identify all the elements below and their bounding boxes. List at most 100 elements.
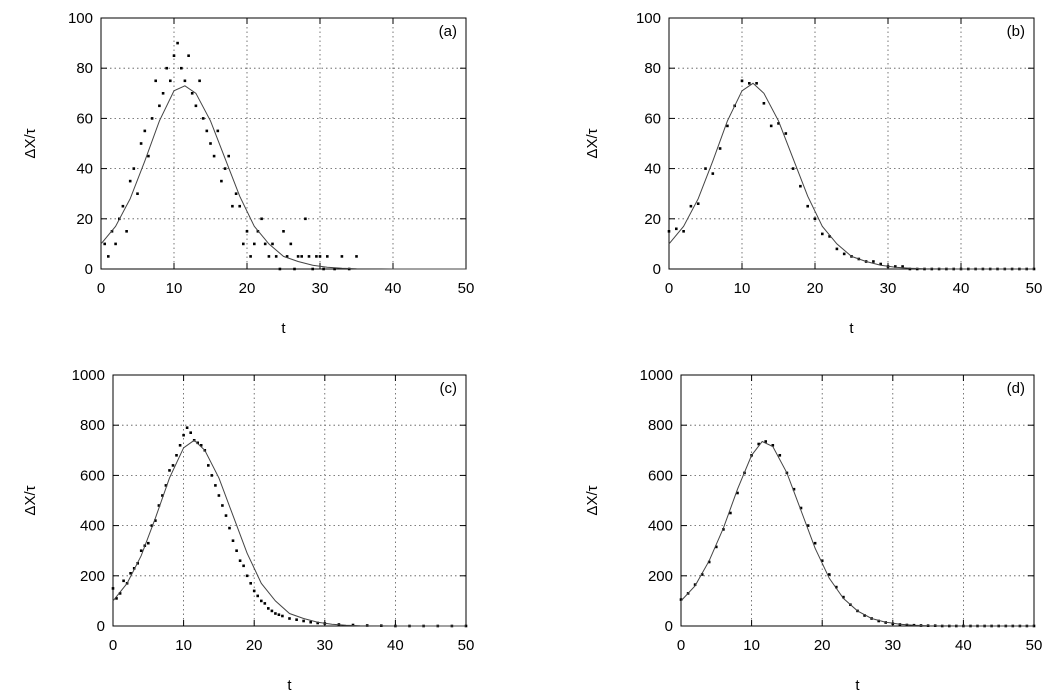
- data-point: [696, 202, 700, 205]
- data-point: [212, 154, 216, 158]
- data-point: [267, 607, 270, 610]
- panel-label: (a): [439, 23, 457, 40]
- data-point: [863, 614, 866, 617]
- panel-2: 0 10 20 30 40 50 0 200 400 600 800 1000 t ΔX/τ (c): [22, 367, 474, 694]
- data-point: [216, 129, 220, 133]
- data-point: [755, 82, 758, 85]
- data-point: [693, 583, 697, 586]
- data-point: [748, 82, 751, 85]
- data-point: [736, 491, 739, 495]
- data-point: [901, 265, 904, 268]
- data-point: [757, 442, 760, 446]
- data-point: [267, 255, 271, 258]
- data-point: [256, 594, 259, 598]
- data-point: [139, 142, 143, 145]
- data-point: [270, 609, 274, 613]
- data-point: [147, 541, 150, 545]
- x-axis-label: t: [849, 320, 854, 337]
- data-point: [190, 92, 194, 95]
- data-point: [675, 227, 678, 231]
- y-tick-label: 40: [76, 161, 93, 178]
- data-point: [908, 267, 912, 271]
- data-point: [355, 255, 358, 258]
- data-point: [150, 117, 154, 120]
- y-tick-label: 200: [648, 568, 673, 585]
- data-point: [300, 255, 303, 258]
- data-point: [722, 528, 725, 531]
- data-point: [185, 426, 189, 429]
- data-point: [161, 494, 164, 497]
- x-tick-label: 30: [884, 637, 901, 654]
- x-tick-label: 0: [109, 637, 117, 654]
- fit-curve: [100, 85, 466, 270]
- data-point: [271, 242, 274, 246]
- data-point: [704, 167, 707, 170]
- data-point: [209, 142, 212, 145]
- x-axis-label: t: [287, 677, 292, 694]
- plot-frame: [112, 374, 467, 627]
- data-point: [227, 154, 230, 158]
- data-point: [224, 514, 228, 517]
- fit-curve: [668, 82, 1034, 270]
- data-point: [309, 620, 312, 624]
- data-point: [277, 613, 281, 616]
- y-axis-label: ΔX/τ: [584, 485, 601, 515]
- y-tick-label: 80: [76, 60, 93, 77]
- data-point: [217, 494, 221, 497]
- data-point: [877, 619, 880, 623]
- data-point: [242, 242, 245, 246]
- data-point: [234, 192, 238, 195]
- panel-label: (b): [1007, 23, 1025, 40]
- y-tick-label: 60: [76, 110, 93, 127]
- data-point: [180, 66, 183, 70]
- data-point: [278, 267, 282, 271]
- data-point: [784, 132, 788, 135]
- data-point: [667, 230, 671, 233]
- data-point: [238, 204, 241, 208]
- data-point: [263, 602, 267, 605]
- x-axis-label: t: [855, 677, 860, 694]
- data-point: [150, 524, 154, 527]
- data-point: [293, 267, 296, 271]
- data-point: [288, 617, 291, 620]
- data-point: [813, 541, 817, 545]
- data-point: [178, 444, 182, 447]
- data-point: [307, 255, 311, 258]
- data-point: [201, 117, 205, 120]
- data-point: [245, 574, 249, 578]
- data-point: [183, 79, 187, 83]
- data-point: [231, 204, 234, 208]
- x-tick-label: 50: [458, 280, 475, 297]
- data-point: [828, 573, 831, 576]
- data-point: [771, 444, 775, 447]
- data-point: [879, 262, 882, 266]
- data-point: [260, 599, 263, 603]
- x-tick-label: 40: [387, 637, 404, 654]
- x-tick-label: 50: [1026, 637, 1043, 654]
- data-point: [132, 567, 136, 570]
- y-tick-label: 400: [80, 518, 105, 535]
- data-point: [165, 66, 168, 70]
- x-tick-label: 10: [734, 280, 751, 297]
- data-point: [139, 549, 143, 552]
- x-tick-label: 10: [743, 637, 760, 654]
- y-tick-label: 100: [68, 10, 93, 27]
- data-point: [318, 255, 322, 258]
- data-point: [711, 172, 715, 175]
- y-tick-label: 400: [648, 518, 673, 535]
- data-point: [679, 598, 683, 601]
- data-point: [915, 267, 919, 271]
- data-point: [333, 267, 336, 271]
- data-point: [263, 242, 267, 246]
- data-point: [111, 587, 115, 590]
- data-point: [282, 230, 285, 233]
- data-point: [187, 54, 190, 57]
- data-point: [253, 242, 256, 246]
- data-point: [842, 595, 845, 599]
- data-point: [311, 267, 314, 271]
- data-point: [107, 255, 110, 258]
- data-point: [813, 217, 817, 221]
- data-point: [778, 454, 782, 457]
- y-tick-label: 20: [644, 211, 661, 228]
- data-point: [199, 444, 203, 447]
